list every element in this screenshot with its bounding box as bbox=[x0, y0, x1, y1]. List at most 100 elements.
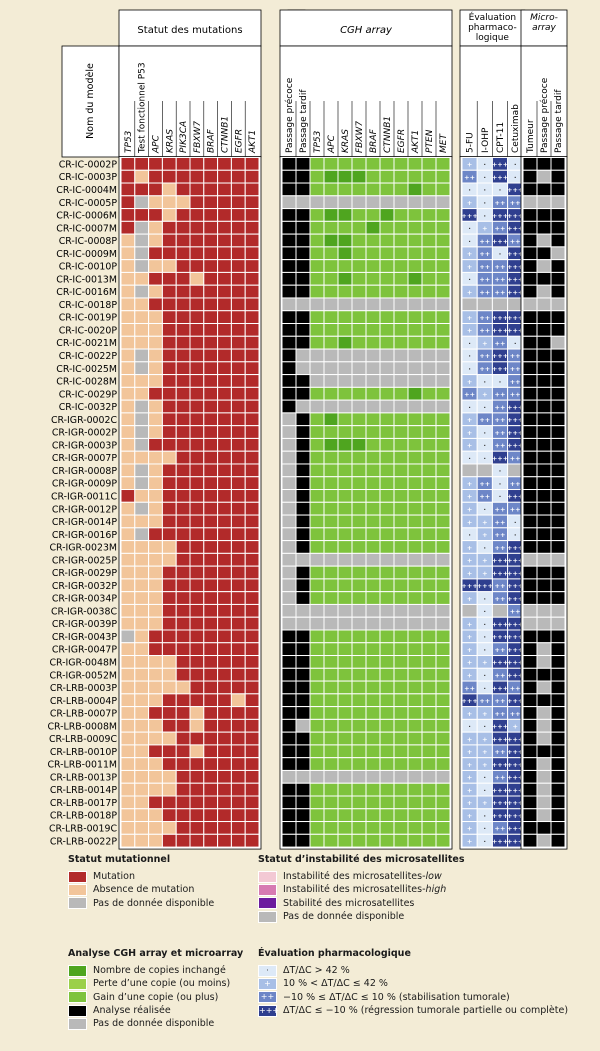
heatmap-cell bbox=[120, 233, 136, 248]
model-label: CR-IC-0025M bbox=[56, 364, 117, 375]
heatmap-cell bbox=[161, 233, 177, 248]
heatmap-cell bbox=[175, 795, 191, 810]
pharmaco-glyph: + bbox=[467, 161, 472, 169]
heatmap-cell bbox=[421, 501, 437, 516]
heatmap-cell bbox=[203, 425, 219, 439]
heatmap-cell bbox=[120, 246, 136, 261]
heatmap-cell bbox=[161, 323, 177, 337]
heatmap-cell bbox=[435, 246, 451, 261]
heatmap-cell bbox=[461, 463, 478, 478]
heatmap-cell bbox=[295, 693, 311, 708]
heatmap-cell bbox=[407, 412, 423, 427]
pharmaco-glyph: ++ bbox=[495, 339, 506, 347]
heatmap-cell bbox=[281, 642, 297, 657]
pharmaco-glyph: ++ bbox=[495, 748, 506, 756]
heatmap-cell bbox=[351, 527, 367, 542]
heatmap-cell bbox=[161, 463, 177, 478]
heatmap-cell bbox=[323, 463, 339, 478]
pharmaco-glyph: ++ bbox=[479, 416, 490, 424]
column-label: FBXW7 bbox=[355, 121, 365, 153]
heatmap-cell bbox=[550, 374, 566, 388]
pharmaco-glyph: · bbox=[484, 812, 486, 820]
heatmap-cell bbox=[175, 323, 191, 337]
heatmap-cell bbox=[134, 437, 150, 452]
heatmap-cell bbox=[365, 310, 381, 325]
heatmap-cell bbox=[522, 399, 538, 414]
heatmap-cell bbox=[161, 706, 177, 720]
heatmap-cell bbox=[175, 769, 191, 784]
heatmap-cell bbox=[189, 208, 205, 222]
heatmap-cell bbox=[244, 603, 260, 618]
heatmap-cell bbox=[323, 208, 339, 222]
pharmaco-glyph: +++ bbox=[507, 825, 523, 833]
heatmap-cell bbox=[536, 514, 552, 529]
pharmaco-glyph: + bbox=[467, 799, 472, 807]
heatmap-cell bbox=[407, 514, 423, 529]
heatmap-cell bbox=[244, 731, 260, 746]
heatmap-cell bbox=[161, 527, 177, 542]
heatmap-cell bbox=[134, 552, 150, 567]
heatmap-cell bbox=[522, 476, 538, 491]
heatmap-cell bbox=[230, 450, 246, 465]
heatmap-cell bbox=[393, 463, 409, 478]
heatmap-cell bbox=[522, 565, 538, 580]
heatmap-cell bbox=[365, 514, 381, 529]
heatmap-cell bbox=[217, 348, 232, 363]
heatmap-cell bbox=[435, 642, 451, 657]
pharmaco-glyph: ++ bbox=[495, 429, 506, 437]
heatmap-cell bbox=[522, 437, 538, 452]
heatmap-cell bbox=[295, 425, 311, 439]
heatmap-cell bbox=[309, 655, 325, 669]
pharmaco-glyph: · bbox=[484, 544, 486, 552]
column-label: Test fonctionnel P53 bbox=[138, 62, 148, 154]
heatmap-cell bbox=[323, 744, 339, 759]
legend-label: 10 % < ΔT/ΔC ≤ 42 % bbox=[283, 978, 388, 990]
heatmap-cell bbox=[435, 718, 451, 733]
heatmap-cell bbox=[281, 463, 297, 478]
heatmap-cell bbox=[421, 706, 437, 720]
heatmap-cell bbox=[435, 361, 451, 376]
heatmap-cell bbox=[522, 744, 538, 759]
heatmap-cell bbox=[281, 540, 297, 554]
heatmap-cell bbox=[230, 527, 246, 542]
heatmap-cell bbox=[281, 591, 297, 605]
legend-item: +++ ΔT/ΔC ≤ −10 % (régression tumorale pa… bbox=[258, 1004, 568, 1017]
heatmap-cell bbox=[337, 425, 353, 439]
heatmap-cell bbox=[407, 693, 423, 708]
heatmap-cell bbox=[295, 616, 311, 631]
heatmap-cell bbox=[337, 348, 353, 363]
pharmaco-glyph: ++ bbox=[495, 442, 506, 450]
heatmap-cell bbox=[120, 386, 136, 401]
heatmap-cell bbox=[120, 642, 136, 657]
heatmap-cell bbox=[550, 246, 566, 261]
heatmap-cell bbox=[435, 437, 451, 452]
heatmap-cell bbox=[421, 157, 437, 171]
heatmap-cell bbox=[148, 706, 163, 720]
heatmap-cell bbox=[522, 591, 538, 605]
heatmap-cell bbox=[175, 220, 191, 235]
legend-label: Pas de donnée disponible bbox=[283, 911, 405, 923]
heatmap-cell bbox=[189, 348, 205, 363]
pharmaco-glyph: + bbox=[482, 761, 487, 769]
heatmap-cell bbox=[120, 795, 136, 810]
heatmap-cell bbox=[393, 527, 409, 542]
heatmap-cell bbox=[189, 744, 205, 759]
heatmap-cell bbox=[421, 195, 437, 210]
heatmap-cell bbox=[379, 348, 395, 363]
heatmap-cell bbox=[536, 169, 552, 184]
heatmap-cell bbox=[244, 527, 260, 542]
heatmap-cell bbox=[337, 693, 353, 708]
heatmap-cell bbox=[161, 169, 177, 184]
heatmap-cell bbox=[309, 693, 325, 708]
heatmap-cell bbox=[189, 412, 205, 427]
heatmap-cell bbox=[244, 348, 260, 363]
heatmap-cell bbox=[323, 310, 339, 325]
heatmap-cell bbox=[323, 220, 339, 235]
heatmap-cell bbox=[244, 769, 260, 784]
heatmap-cell bbox=[421, 693, 437, 708]
heatmap-cell bbox=[134, 795, 150, 810]
pharmaco-glyph: +++ bbox=[507, 812, 523, 820]
heatmap-cell bbox=[522, 642, 538, 657]
heatmap-cell bbox=[189, 501, 205, 516]
heatmap-cell bbox=[217, 489, 232, 503]
